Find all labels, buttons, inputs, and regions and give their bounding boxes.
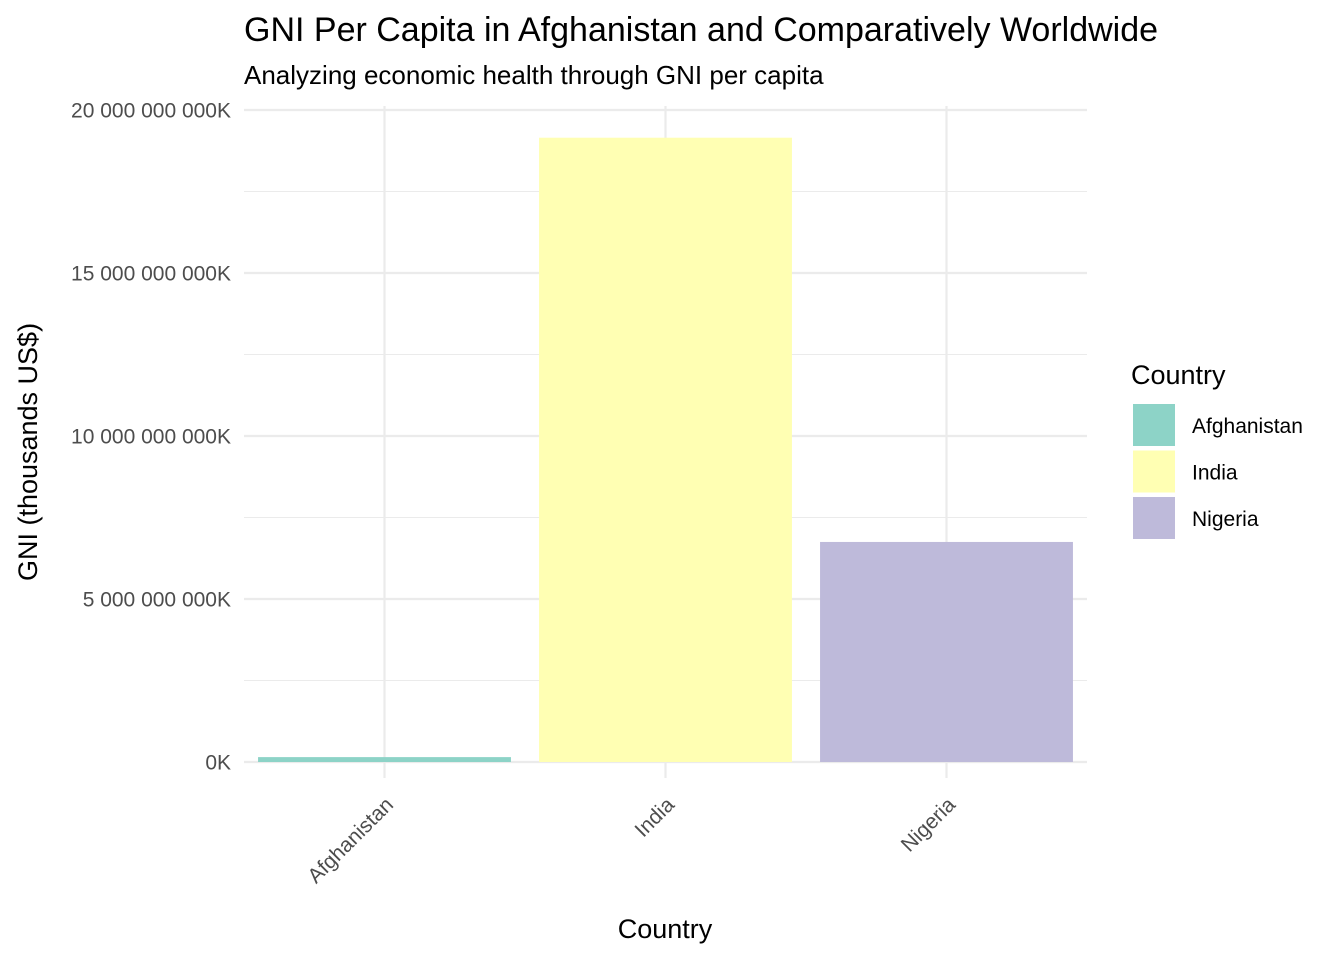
bar-india — [539, 137, 792, 762]
legend-swatch — [1133, 497, 1175, 539]
legend-swatch — [1133, 450, 1175, 493]
chart-title: GNI Per Capita in Afghanistan and Compar… — [244, 11, 1158, 49]
legend-title: Country — [1131, 360, 1226, 390]
legend-label: Nigeria — [1192, 508, 1259, 531]
bar-nigeria — [820, 541, 1073, 762]
legend-label: India — [1192, 462, 1238, 485]
chart-subtitle: Analyzing economic health through GNI pe… — [244, 60, 824, 90]
x-tick-label: Nigeria — [897, 793, 961, 857]
y-axis-title: GNI (thousands US$) — [13, 323, 43, 581]
x-axis-title: Country — [618, 914, 713, 944]
y-tick-label: 5 000 000 000K — [83, 589, 231, 612]
y-tick-label: 20 000 000 000K — [71, 100, 231, 123]
legend-swatch — [1133, 404, 1175, 446]
x-tick-label: Afghanistan — [303, 793, 398, 888]
y-tick-label: 15 000 000 000K — [71, 263, 231, 286]
legend-label: Afghanistan — [1192, 415, 1303, 438]
bars — [258, 137, 1073, 762]
bar-afghanistan — [258, 757, 511, 762]
y-axis-ticks: 0K 5 000 000 000K 10 000 000 000K 15 000 00… — [71, 100, 231, 775]
x-axis-ticks: Afghanistan India Nigeria — [303, 793, 960, 888]
y-tick-label: 0K — [205, 752, 231, 775]
legend: Country Afghanistan India Nigeria — [1131, 360, 1303, 539]
x-tick-label: India — [631, 793, 680, 842]
legend-items: Afghanistan India Nigeria — [1133, 404, 1303, 539]
y-tick-label: 10 000 000 000K — [71, 426, 231, 449]
